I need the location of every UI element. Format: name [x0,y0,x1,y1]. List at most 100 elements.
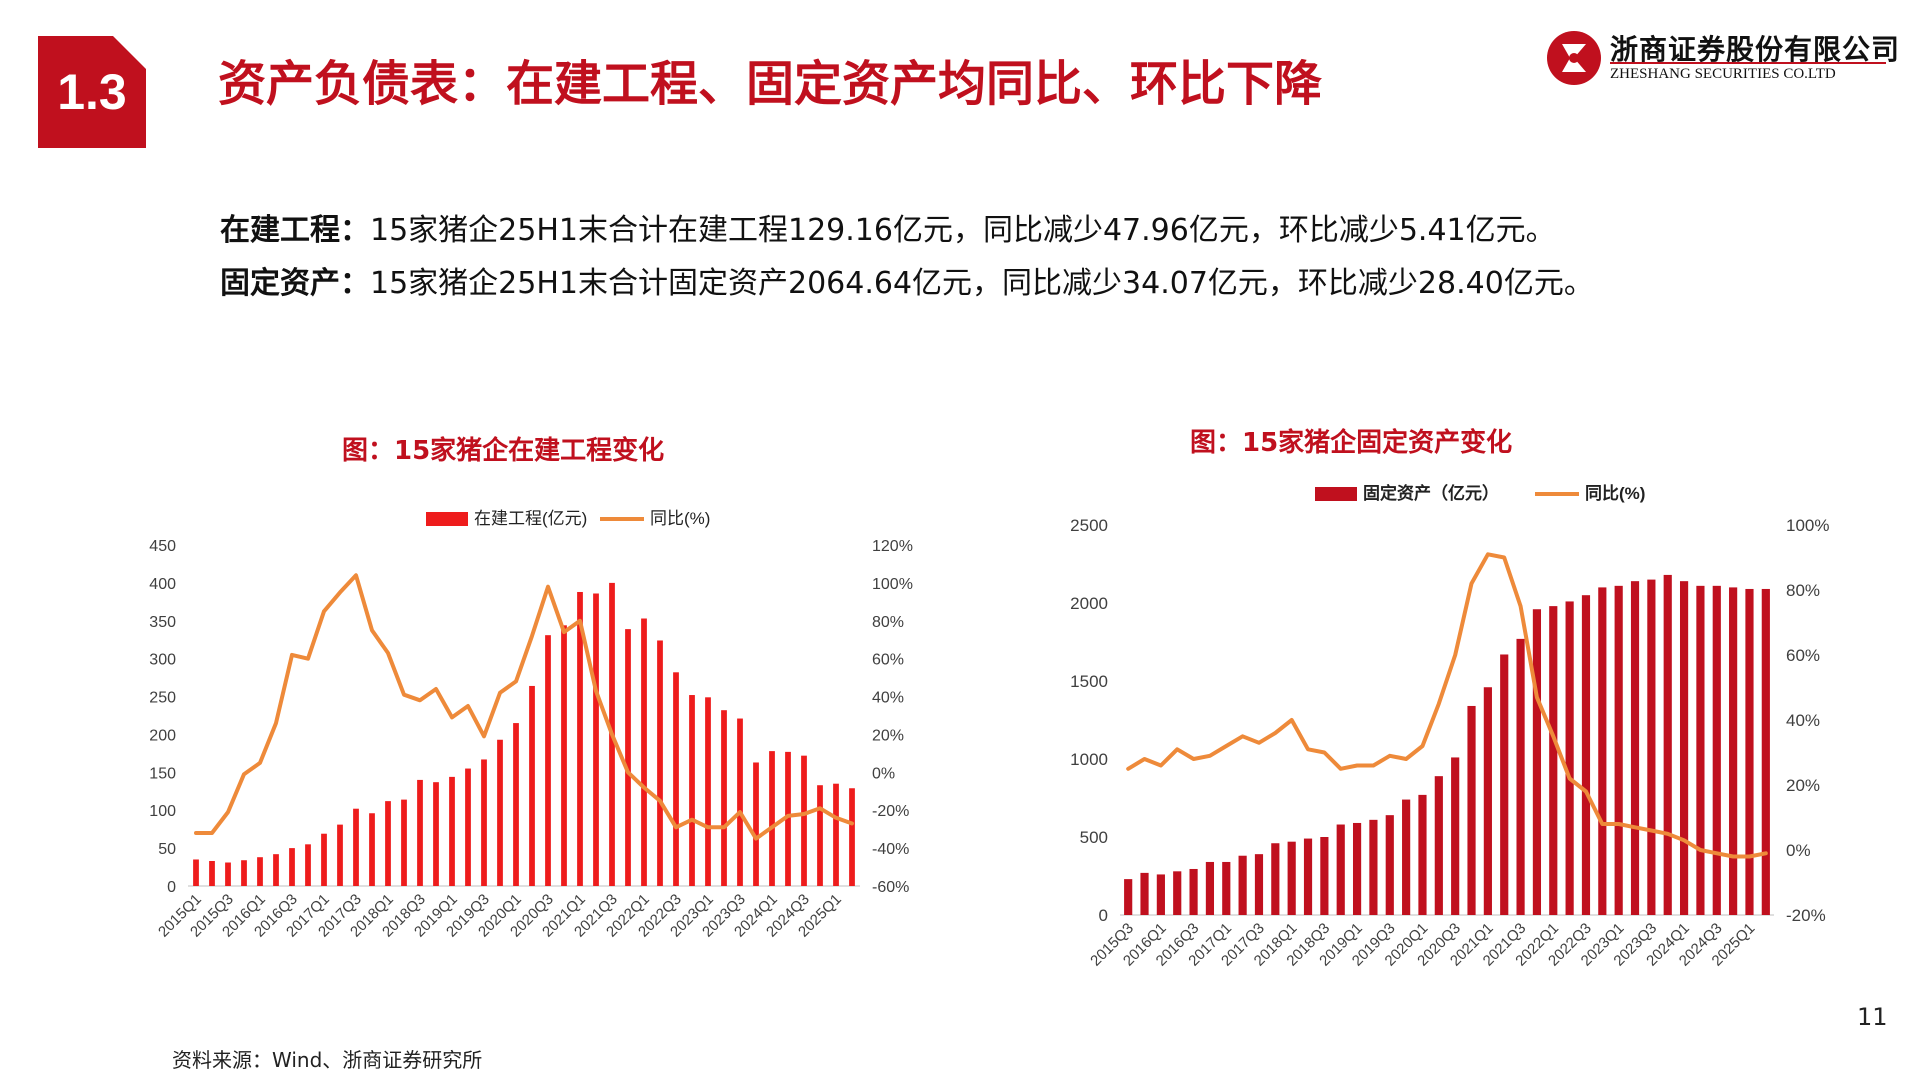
fixed-assets-chart: 0 500 1000 1500 2000 2500 -20% 0% 20% 40% 60% 80% 10… [1070,483,1829,970]
logo-divider [1610,62,1886,64]
bar [289,848,295,886]
bar [641,618,647,886]
legend-line-label: 同比(%) [1585,483,1645,503]
construction-chart: 0 50 100 150 200 250 300 350 400 450 -60% -40% -20% 0… [149,509,913,941]
y-right-tick-label: 100% [872,576,913,593]
bar [1140,872,1149,915]
bar [193,859,199,886]
bar [1287,841,1296,915]
yoy-line [1126,552,1768,859]
bar [1679,581,1689,915]
bar [369,813,375,886]
y-left-tick-label: 50 [158,841,176,858]
bar [1336,824,1345,915]
y-left-tick-label: 450 [149,538,176,555]
y-left-tick-label: 300 [149,652,176,669]
bar [1222,861,1231,915]
bar [1549,606,1558,915]
section-badge: 1.3 [38,36,147,148]
y-left-tick-label: 100 [149,803,176,820]
logo-english-name: ZHESHANG SECURITIES CO.LTD [1610,66,1836,82]
bar [1663,574,1672,915]
y-left-tick-label: 250 [149,690,176,707]
bar [705,697,711,886]
summary-fixed-assets: 固定资产：15家猪企25H1末合计固定资产2064.64亿元，同比减少34.07… [220,258,1594,302]
bar [1156,874,1165,915]
y-right-tick-label: 120% [872,538,913,555]
y-left-tick-label: 1000 [1070,750,1108,769]
legend-bar-label: 固定资产（亿元） [1363,483,1499,503]
bar [1712,585,1721,915]
bar [1647,579,1656,915]
bar [433,782,439,886]
bar [1483,687,1492,915]
bar [577,591,583,886]
y-right-tick-label: -20% [1786,906,1826,925]
bar [1402,799,1411,915]
bar [1352,822,1362,915]
y-right-tick-label: 0% [872,765,895,782]
bar [1614,585,1623,915]
y-right-tick-label: 100% [1786,516,1829,535]
y-right-tick-label: 20% [872,727,904,744]
summary-lead: 固定资产： [220,266,370,301]
y-right-tick-label: 40% [1786,711,1820,730]
bar [817,785,823,886]
bar [1451,757,1460,915]
y-right-tick-label: -20% [872,803,909,820]
bar [769,751,775,886]
bar [1385,815,1394,915]
source-note: 资料来源：Wind、浙商证券研究所 [172,1048,483,1072]
bar [1320,837,1329,915]
bar [273,854,279,886]
bar [465,768,471,886]
bar [1516,638,1525,915]
bar [1205,861,1215,915]
bar [849,788,855,886]
y-right-tick-label: 60% [872,652,904,669]
bar [753,762,759,886]
y-left-tick-label: 350 [149,614,176,631]
y-right-tick-label: 40% [872,690,904,707]
y-left-tick-label: 400 [149,576,176,593]
summary-text: 15家猪企25H1末合计固定资产2064.64亿元，同比减少34.07亿元，环比… [370,266,1594,301]
bar [1598,587,1607,915]
bar [1745,588,1754,915]
logo-chinese-name: 浙商证券股份有限公司 [1610,33,1901,66]
y-right-tick-label: 80% [872,614,904,631]
bar [1581,595,1591,915]
bar [1565,601,1574,915]
yoy-line [194,573,854,841]
bar [1532,609,1542,915]
bar [353,808,359,886]
y-left-tick-label: 200 [149,727,176,744]
bar [657,640,663,886]
y-left-tick-label: 2000 [1070,594,1108,613]
y-right-tick-label: 80% [1786,581,1820,600]
bar [1303,838,1313,915]
bar [1630,581,1640,915]
bar [1238,855,1247,915]
y-left-tick-label: 0 [1099,906,1108,925]
bar [833,783,839,886]
bar [417,779,423,886]
bar [1254,854,1264,915]
y-right-tick-label: -60% [872,879,909,896]
summary-text: 15家猪企25H1末合计在建工程129.16亿元，同比减少47.96亿元，环比减… [370,213,1556,248]
bar [689,695,695,886]
bar [721,710,727,886]
summary-lead: 在建工程： [220,213,370,248]
bar [1271,843,1280,915]
y-left-tick-label: 500 [1080,828,1108,847]
bar [305,844,311,886]
bar [321,833,327,886]
bar [593,593,599,886]
bar [1696,585,1705,915]
bar [1173,871,1182,915]
bar [529,685,535,886]
bar [1729,587,1738,915]
bar [1500,654,1509,915]
chart-title-construction: 图：15家猪企在建工程变化 [342,436,665,466]
y-left-tick-label: 2500 [1070,516,1108,535]
bar [1434,776,1443,915]
